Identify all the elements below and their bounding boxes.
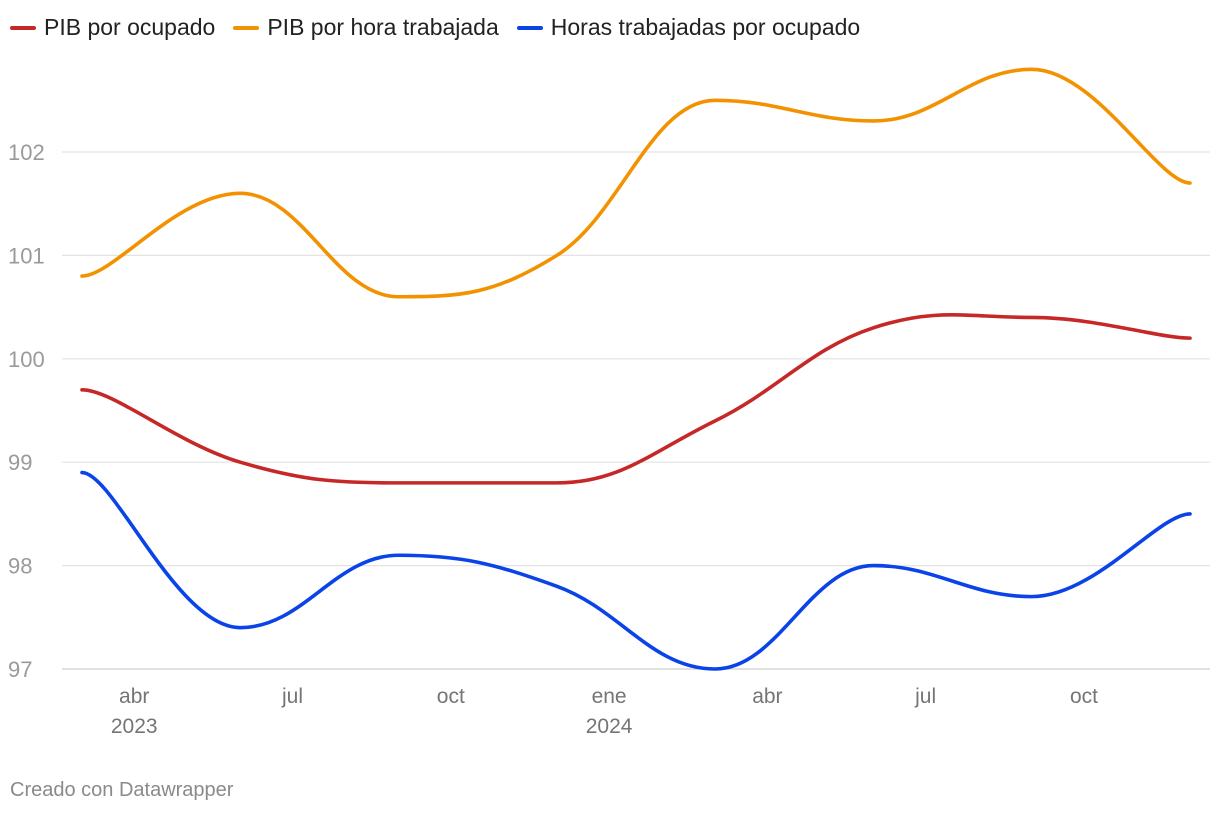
y-tick-label-100: 100 — [8, 347, 45, 372]
x-tick-label-4: abr — [752, 685, 782, 708]
line-chart: 97 98 99 100 101 102 abr 2023 jul oct ene 2024 abr j… — [8, 67, 1210, 738]
legend-label-pib-por-ocupado: PIB por ocupado — [44, 14, 216, 40]
grid-layer — [62, 151, 1210, 670]
y-axis-ticks: 97 98 99 100 101 102 — [8, 140, 45, 682]
legend-swatch-horas-trabajadas — [516, 25, 543, 30]
x-tick-label-2: oct — [437, 685, 465, 708]
x-tick-year-0: 2023 — [111, 715, 158, 738]
legend-item-horas-trabajadas: Horas trabajadas por ocupado — [516, 14, 861, 41]
series-line-0 — [80, 313, 1192, 485]
y-tick-label-98: 98 — [8, 554, 32, 579]
x-tick-label-1: jul — [281, 685, 303, 708]
y-tick-label-97: 97 — [8, 657, 32, 682]
legend-label-pib-por-hora: PIB por hora trabajada — [267, 14, 499, 40]
chart-legend: PIB por ocupado PIB por hora trabajada H… — [10, 14, 860, 41]
x-tick-label-3: ene — [592, 685, 627, 708]
x-axis-ticks: abr 2023 jul oct ene 2024 abr jul oct — [111, 685, 1098, 738]
legend-item-pib-por-hora: PIB por hora trabajada — [233, 14, 499, 41]
y-tick-label-102: 102 — [8, 140, 45, 165]
x-tick-label-6: oct — [1070, 685, 1098, 708]
x-tick-label-5: jul — [914, 685, 936, 708]
x-tick-year-3: 2024 — [586, 715, 633, 738]
series-line-1 — [80, 67, 1192, 299]
series-layer — [80, 67, 1192, 671]
series-line-2 — [80, 470, 1192, 671]
y-tick-label-99: 99 — [8, 450, 32, 475]
legend-label-horas-trabajadas: Horas trabajadas por ocupado — [550, 14, 861, 40]
y-tick-label-101: 101 — [8, 243, 45, 268]
legend-swatch-pib-por-ocupado — [10, 25, 36, 30]
footer-credit: Creado con Datawrapper — [10, 779, 234, 801]
legend-item-pib-por-ocupado: PIB por ocupado — [10, 14, 215, 41]
legend-swatch-pib-por-hora — [233, 25, 260, 30]
x-tick-label-0: abr — [119, 685, 149, 708]
